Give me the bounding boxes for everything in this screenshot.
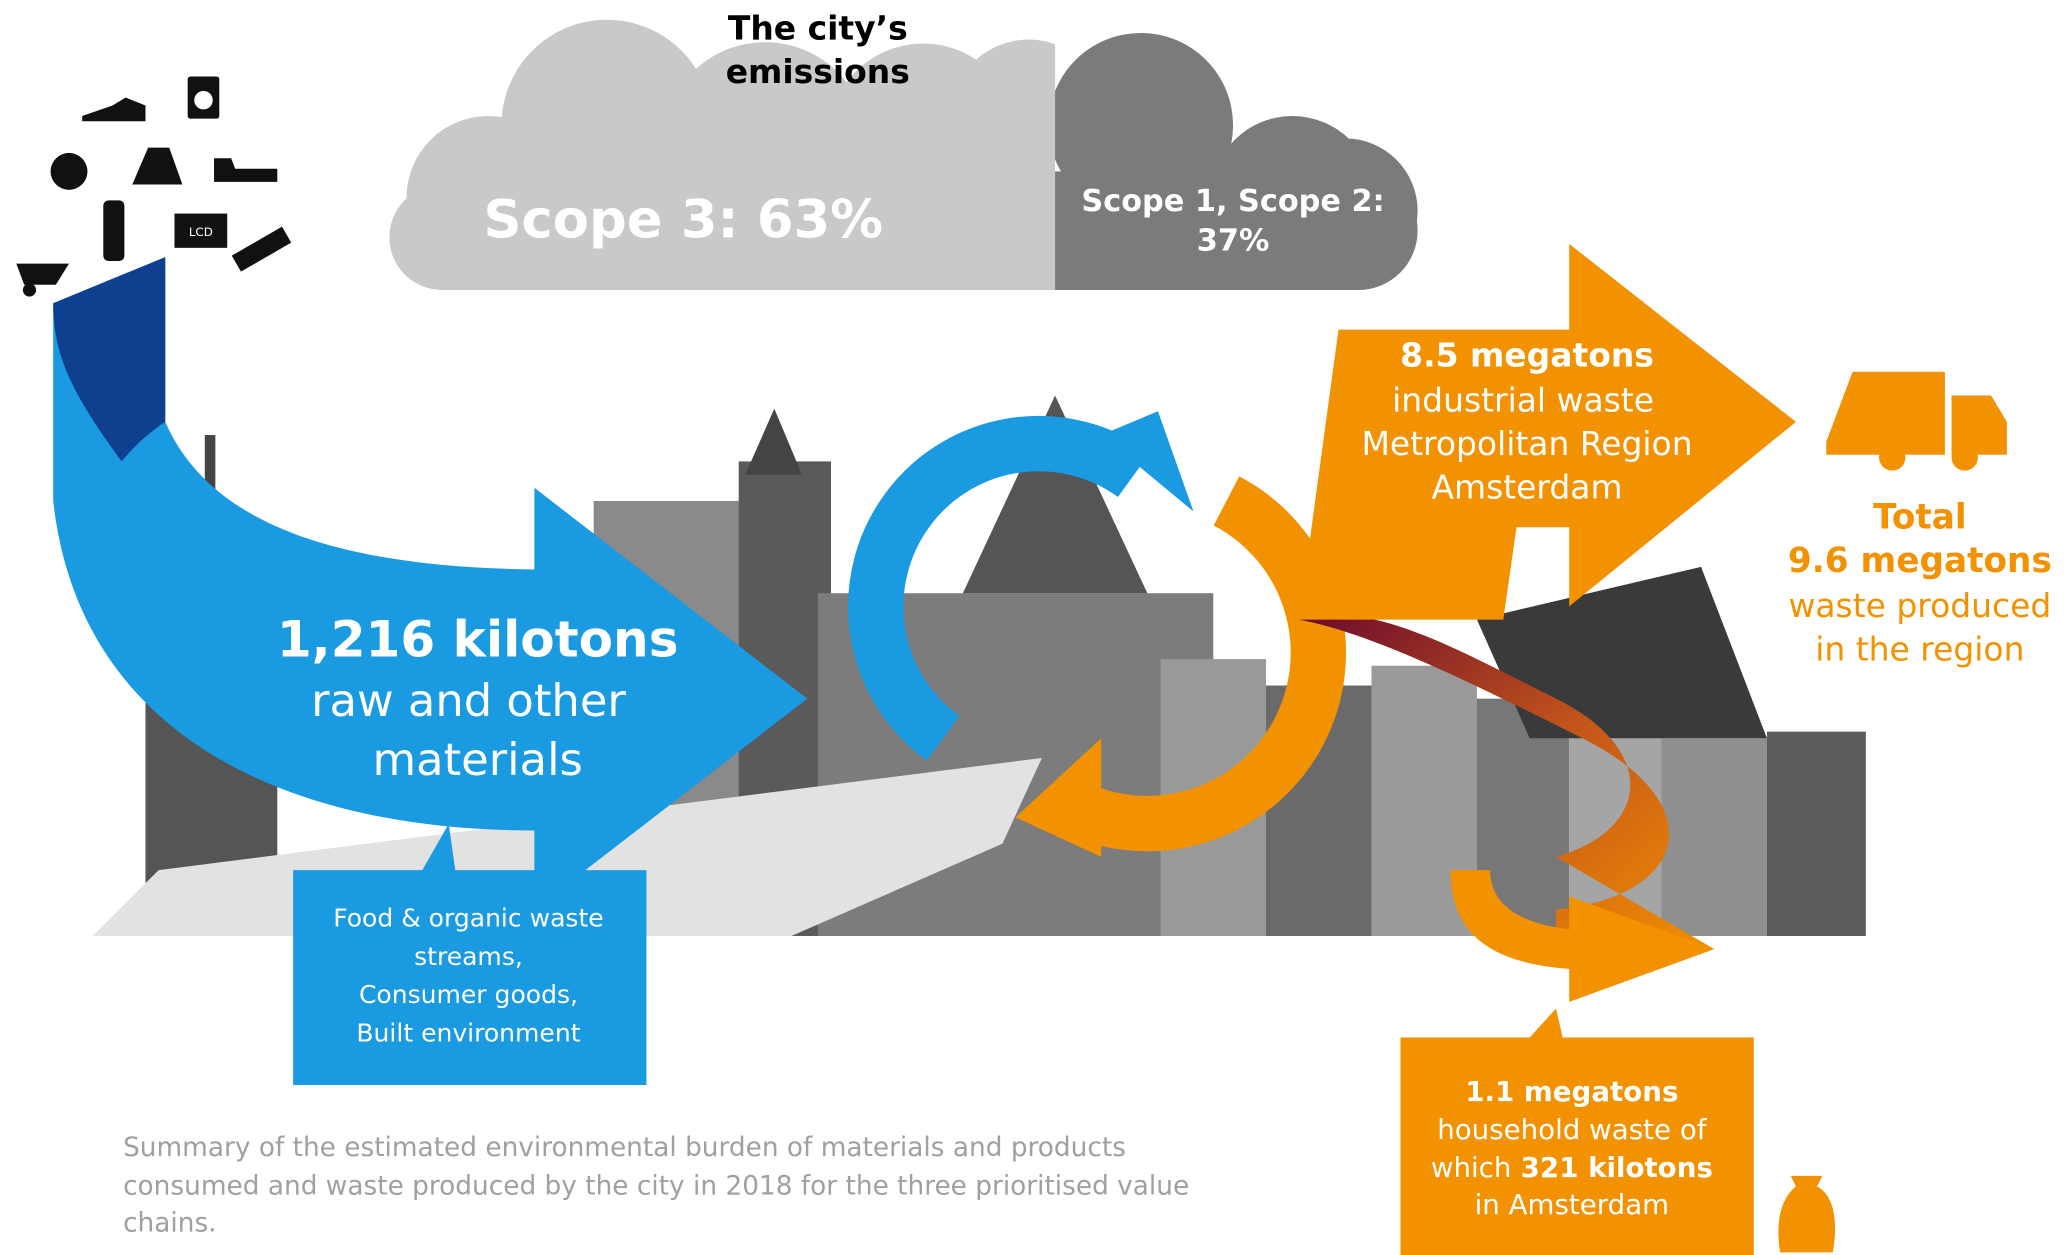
- household-which: which: [1431, 1151, 1512, 1184]
- total-text: waste produced: [1788, 586, 2051, 625]
- cloud-title: The city’s: [728, 9, 908, 48]
- household-amount: 1.1 megatons: [1465, 1075, 1678, 1108]
- input-box-text: streams,: [414, 942, 523, 971]
- input-box-text: Food & organic waste: [333, 904, 603, 933]
- industrial-text: industrial waste: [1392, 380, 1654, 419]
- scope3-label: Scope 3: 63%: [484, 189, 884, 250]
- truck-icon: [1826, 372, 2007, 471]
- total-text: in the region: [1815, 629, 2024, 668]
- industrial-text: Amsterdam: [1431, 467, 1622, 506]
- input-text: raw and other: [311, 674, 626, 727]
- infographic: The city’s emissions Scope 3: 63% Scope …: [0, 0, 2068, 1255]
- scope12-label: 37%: [1197, 223, 1270, 258]
- total-label: Total: [1873, 498, 1967, 538]
- input-amount: 1,216 kilotons: [277, 611, 679, 669]
- input-box-text: Consumer goods,: [359, 980, 578, 1009]
- scope12-label: Scope 1, Scope 2:: [1081, 184, 1384, 219]
- caption: chains.: [123, 1208, 217, 1238]
- household-text: household waste of: [1437, 1113, 1708, 1146]
- bag-icon: [1778, 1176, 1835, 1252]
- tv-label: LCD: [189, 225, 213, 239]
- caption: Summary of the estimated environmental b…: [123, 1133, 1126, 1163]
- caption: consumed and waste produced by the city …: [123, 1171, 1189, 1201]
- input-text: materials: [372, 733, 582, 786]
- industrial-text: Metropolitan Region: [1361, 424, 1692, 463]
- input-box-text: Built environment: [356, 1018, 580, 1047]
- industrial-amount: 8.5 megatons: [1400, 335, 1654, 374]
- household-text: which 321 kilotons: [1431, 1151, 1713, 1184]
- total-amount: 9.6 megatons: [1788, 541, 2052, 581]
- household-sub-amount: 321 kilotons: [1521, 1151, 1713, 1184]
- household-text: in Amsterdam: [1475, 1188, 1670, 1221]
- cloud-title: emissions: [726, 52, 910, 91]
